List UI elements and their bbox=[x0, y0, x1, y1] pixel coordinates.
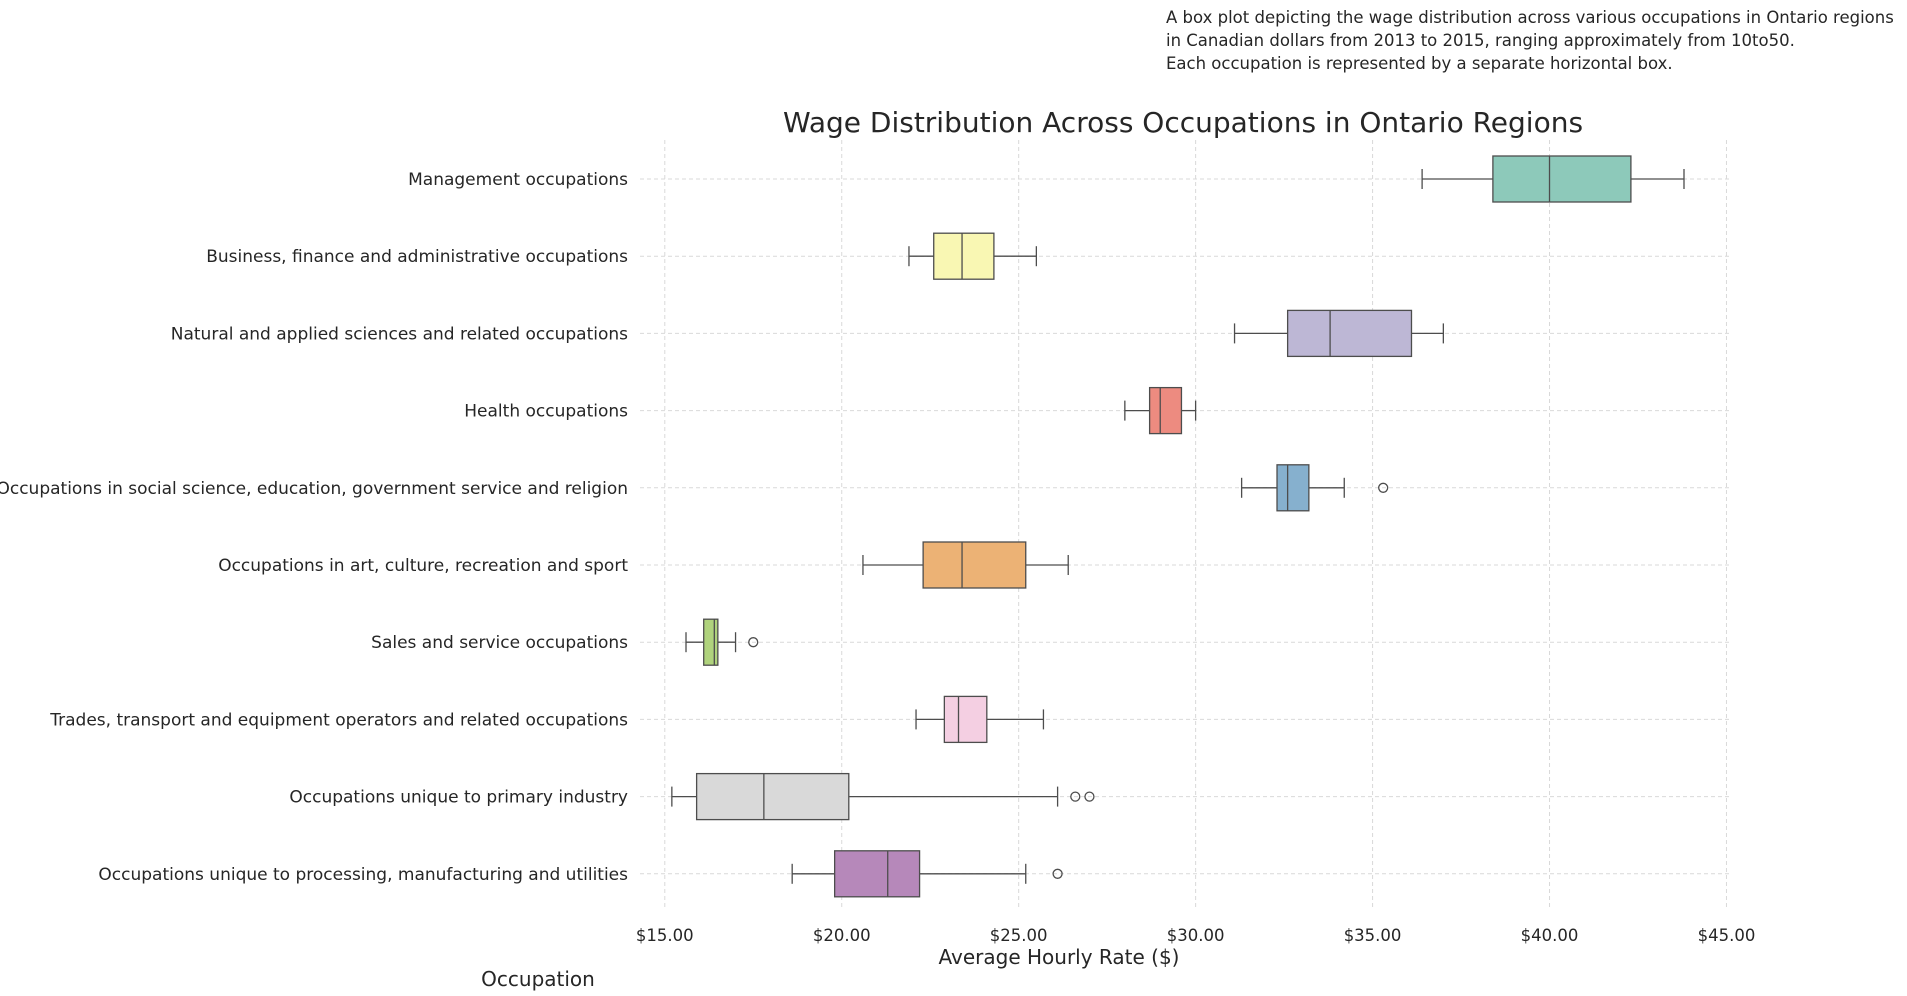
box-iqr bbox=[833, 850, 921, 898]
category-label: Sales and service occupations bbox=[371, 633, 628, 653]
x-tick-label: $35.00 bbox=[1344, 926, 1402, 945]
box-iqr bbox=[933, 232, 995, 280]
box-group bbox=[685, 618, 759, 666]
box-iqr bbox=[1148, 386, 1183, 435]
box-group bbox=[908, 232, 1038, 280]
x-tick-label: $30.00 bbox=[1167, 926, 1225, 945]
category-label: Management occupations bbox=[408, 170, 628, 190]
box-iqr bbox=[703, 618, 719, 666]
box-group bbox=[791, 850, 1063, 898]
y-axis-label: Occupation bbox=[481, 967, 595, 991]
outlier-point bbox=[1378, 482, 1389, 493]
box-iqr bbox=[1286, 309, 1413, 358]
box-group bbox=[915, 695, 1045, 744]
x-tick-label: $40.00 bbox=[1521, 926, 1579, 945]
box-iqr bbox=[943, 695, 988, 744]
grid-layer bbox=[640, 140, 1730, 910]
annotation-line-1: A box plot depicting the wage distributi… bbox=[1166, 8, 1894, 27]
x-tick-label: $25.00 bbox=[990, 926, 1048, 945]
x-tick-label: $20.00 bbox=[813, 926, 871, 945]
category-label: Natural and applied sciences and related… bbox=[171, 324, 628, 344]
chart-annotation: A box plot depicting the wage distributi… bbox=[1166, 6, 1901, 75]
outlier-point bbox=[1070, 791, 1081, 802]
chart-title: Wage Distribution Across Occupations in … bbox=[783, 106, 1583, 139]
label-layer: $15.00 $20.00 $25.00 $30.00 $35.00 $40.00 $45.… bbox=[0, 170, 1755, 945]
category-label: Occupations unique to primary industry bbox=[289, 788, 628, 808]
box-layer bbox=[671, 155, 1685, 898]
box-group bbox=[1124, 386, 1197, 435]
outlier-point bbox=[748, 637, 759, 648]
category-label: Health occupations bbox=[464, 402, 628, 422]
box-iqr bbox=[922, 541, 1027, 589]
annotation-line-3: Each occupation is represented by a sepa… bbox=[1166, 54, 1673, 73]
box-iqr bbox=[1276, 464, 1310, 512]
box-group bbox=[862, 541, 1069, 589]
category-label: Business, finance and administrative occ… bbox=[206, 247, 628, 267]
x-tick-label: $15.00 bbox=[636, 926, 694, 945]
annotation-line-2: in Canadian dollars from 2013 to 2015, r… bbox=[1166, 31, 1795, 50]
box-group bbox=[1233, 309, 1444, 358]
outlier-point bbox=[1084, 791, 1095, 802]
box-iqr bbox=[1492, 155, 1632, 203]
category-label: Occupations in art, culture, recreation … bbox=[218, 556, 628, 576]
category-label: Occupations in social science, education… bbox=[0, 479, 628, 499]
box-group bbox=[1421, 155, 1685, 203]
box-group bbox=[1240, 464, 1389, 512]
x-axis-label: Average Hourly Rate ($) bbox=[939, 945, 1180, 969]
box-group bbox=[671, 772, 1095, 821]
box-iqr bbox=[695, 772, 850, 821]
category-label: Occupations unique to processing, manufa… bbox=[98, 865, 628, 885]
category-label: Trades, transport and equipment operator… bbox=[49, 710, 628, 730]
outlier-point bbox=[1052, 868, 1063, 879]
x-tick-label: $45.00 bbox=[1698, 926, 1756, 945]
